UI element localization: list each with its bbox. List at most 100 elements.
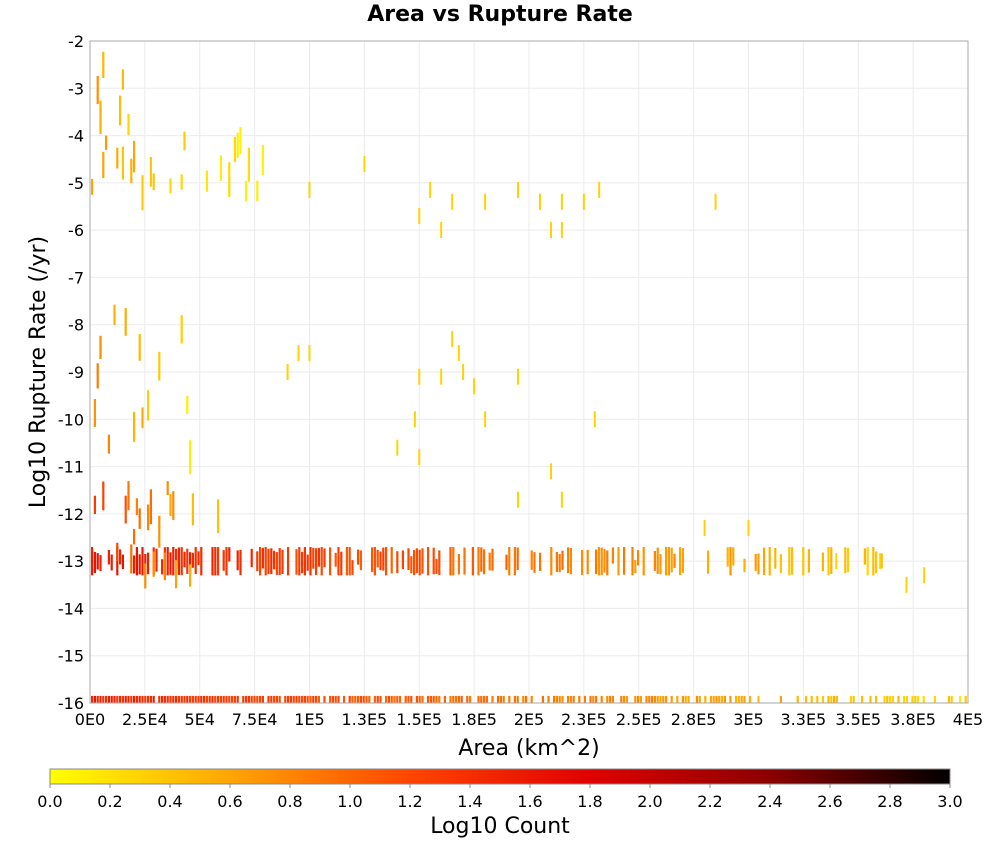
heatmap-cell	[729, 695, 732, 703]
heatmap-cell	[606, 550, 609, 576]
heatmap-cell	[732, 547, 735, 566]
heatmap-cell	[371, 547, 374, 572]
heatmap-cell	[827, 547, 830, 576]
x-tick-label: 2.8E5	[671, 710, 717, 729]
heatmap-cell	[606, 695, 609, 703]
heatmap-cell	[315, 695, 318, 703]
heatmap-cell	[113, 695, 116, 703]
heatmap-cell	[516, 695, 519, 703]
heatmap-cell	[200, 547, 203, 576]
heatmap-cell	[802, 547, 805, 576]
heatmap-cell	[390, 695, 393, 703]
heatmap-cell	[309, 547, 312, 576]
heatmap-cell	[147, 390, 150, 421]
heatmap-cell	[141, 175, 144, 211]
heatmap-cell	[256, 695, 259, 703]
heatmap-cell	[623, 695, 626, 703]
heatmap-cell	[96, 553, 99, 570]
heatmap-cell	[561, 695, 564, 703]
heatmap-cell	[119, 695, 122, 703]
heatmap-cell	[418, 449, 421, 466]
heatmap-cell	[135, 695, 138, 703]
heatmap-cell	[582, 193, 585, 210]
heatmap-cell	[743, 695, 746, 703]
heatmap-cell	[320, 547, 323, 576]
heatmap-cell	[130, 158, 133, 184]
heatmap-cell	[452, 547, 455, 576]
heatmap-cell	[177, 547, 180, 575]
heatmap-cell	[645, 695, 648, 703]
heatmap-cell	[205, 695, 208, 703]
heatmap-cell	[308, 181, 311, 198]
heatmap-cell	[390, 547, 393, 574]
heatmap-cell	[334, 695, 337, 703]
heatmap-cell	[440, 222, 443, 239]
heatmap-cell	[186, 695, 189, 703]
x-tick-label: 2.5E5	[616, 710, 662, 729]
heatmap-cell	[306, 695, 309, 703]
heatmap-cell	[175, 559, 178, 589]
heatmap-cell	[833, 695, 836, 703]
heatmap-cell	[757, 553, 760, 575]
heatmap-cell	[217, 547, 220, 576]
heatmap-cell	[331, 695, 334, 703]
heatmap-cell	[659, 554, 662, 575]
heatmap-cell	[91, 547, 94, 576]
heatmap-cell	[600, 547, 603, 576]
heatmap-cell	[457, 345, 460, 362]
heatmap-cell	[231, 695, 234, 703]
heatmap-cell	[550, 547, 553, 576]
heatmap-cell	[922, 695, 925, 703]
heatmap-cell	[723, 695, 726, 703]
colorbar-tick-label: 2.8	[877, 792, 902, 811]
colorbar-tick-labels: 0.0 0.2 0.4 0.6 0.8 1.0 1.2 1.4 1.6 1.8 2.0 2.2 2.4 2…	[37, 784, 963, 811]
heatmap-cell	[484, 193, 487, 210]
colorbar-tick-label: 2.2	[697, 792, 722, 811]
heatmap-cell	[513, 547, 516, 576]
heatmap-cell	[107, 549, 110, 565]
heatmap-cell	[309, 695, 312, 703]
heatmap-cell	[107, 695, 110, 703]
heatmap-cell	[595, 695, 598, 703]
heatmap-cell	[634, 559, 637, 574]
heatmap-cell	[522, 695, 525, 703]
colorbar-tick-label: 0.2	[97, 792, 122, 811]
heatmap-cell	[261, 547, 264, 569]
heatmap-cell	[609, 695, 612, 703]
heatmap-cell	[452, 695, 455, 703]
heatmap-cell	[323, 695, 326, 703]
heatmap-cell	[191, 493, 194, 526]
heatmap-cell	[429, 181, 432, 198]
heatmap-cell	[99, 100, 102, 134]
heatmap-cell	[107, 434, 110, 454]
heatmap-cell	[256, 180, 259, 202]
heatmap-cell	[455, 695, 458, 703]
heatmap-cell	[560, 491, 563, 508]
heatmap-cell	[308, 345, 311, 362]
heatmap-cell	[233, 695, 236, 703]
heatmap-cell	[133, 411, 136, 442]
heatmap-cell	[113, 304, 116, 325]
heatmap-cell	[373, 695, 376, 703]
heatmap-cell	[539, 552, 542, 571]
heatmap-cell	[457, 695, 460, 703]
heatmap-cell	[401, 550, 404, 570]
heatmap-cell	[194, 547, 197, 574]
heatmap-cell	[477, 547, 480, 576]
heatmap-cell	[267, 548, 270, 575]
heatmap-cell	[707, 550, 710, 574]
heatmap-cell	[891, 695, 894, 703]
heatmap-cell	[93, 551, 96, 573]
heatmap-cell	[897, 695, 900, 703]
colorbar-tick-label: 1.2	[397, 792, 422, 811]
heatmap-cell	[774, 547, 777, 569]
heatmap-cell	[363, 155, 366, 172]
heatmap-cell	[228, 162, 231, 198]
colorbar-tick-label: 1.6	[517, 792, 542, 811]
heatmap-cell	[102, 151, 105, 179]
heatmap-cell	[133, 555, 136, 574]
heatmap-cell	[301, 551, 304, 574]
heatmap-cell	[382, 547, 385, 571]
heatmap-cell	[449, 547, 452, 576]
heatmap-cell	[147, 552, 150, 575]
